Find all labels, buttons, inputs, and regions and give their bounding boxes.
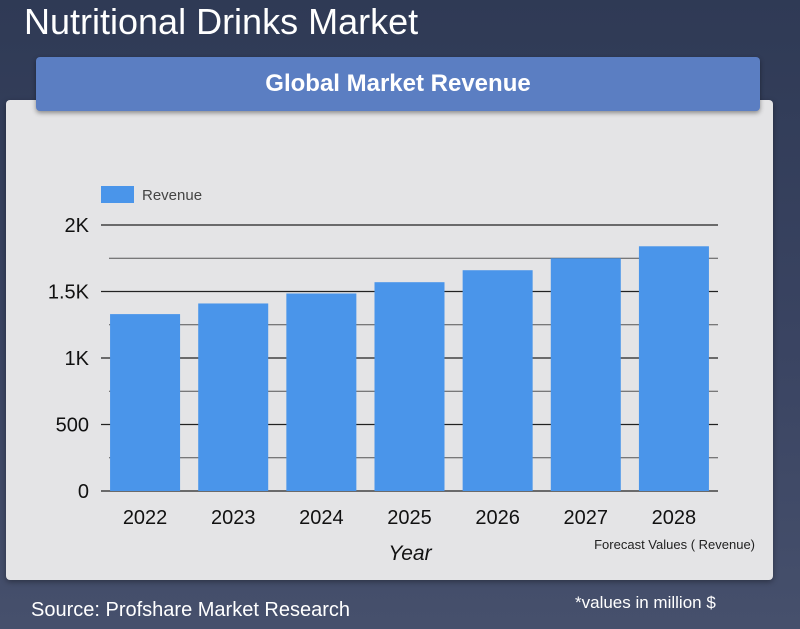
chart-title-banner: Global Market Revenue: [36, 57, 760, 111]
x-tick-label: 2023: [211, 507, 256, 529]
bar: [550, 258, 621, 491]
bar: [374, 282, 445, 491]
bar: [286, 293, 357, 491]
source-text: Source: Profshare Market Research: [31, 599, 351, 621]
legend: Revenue: [101, 186, 202, 204]
bar: [110, 314, 181, 491]
page-title: Nutritional Drinks Market: [24, 1, 419, 42]
x-tick-label: 2028: [652, 507, 697, 529]
legend-label: Revenue: [142, 187, 202, 204]
y-tick-label: 2K: [65, 215, 90, 237]
y-tick-label: 500: [56, 415, 89, 437]
x-tick-label: 2026: [475, 507, 520, 529]
y-axis-ticks: 0 500 1K 1.5K 2K: [48, 215, 90, 503]
bars: [110, 246, 709, 491]
x-axis-ticks: 2022 2023 2024 2025 2026 2027 2028: [123, 507, 696, 529]
bar: [638, 246, 709, 491]
units-note: *values in million $: [575, 593, 716, 612]
y-tick-label: 1.5K: [48, 282, 90, 304]
chart-title: Global Market Revenue: [265, 70, 531, 97]
legend-swatch: [101, 186, 134, 203]
y-tick-label: 1K: [65, 348, 90, 370]
x-axis-label: Year: [388, 542, 432, 565]
bar: [198, 303, 269, 491]
y-tick-label: 0: [78, 481, 89, 503]
x-tick-label: 2022: [123, 507, 168, 529]
x-tick-label: 2025: [387, 507, 432, 529]
bar: [462, 270, 533, 491]
x-tick-label: 2024: [299, 507, 344, 529]
x-tick-label: 2027: [564, 507, 609, 529]
forecast-annotation: Forecast Values ( Revenue): [594, 537, 755, 552]
